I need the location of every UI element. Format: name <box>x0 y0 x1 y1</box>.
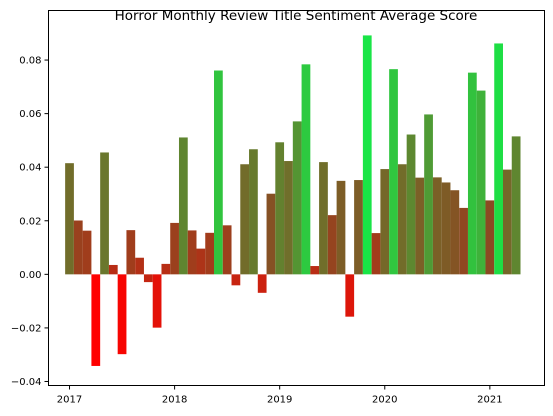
bar-2020-01 <box>380 169 390 275</box>
y-tick-label: −0.02 <box>11 323 42 334</box>
bar-2018-10 <box>249 149 258 275</box>
bar-2018-05 <box>205 232 214 275</box>
bar-2020-04 <box>406 134 416 275</box>
bar-2019-05 <box>310 266 320 275</box>
bar-2020-08 <box>441 182 451 275</box>
bar-2017-10 <box>143 274 153 283</box>
y-tick-label: 0.02 <box>19 216 41 227</box>
bars-group <box>65 35 521 366</box>
y-tick-label: 0.08 <box>19 56 41 67</box>
bar-2017-12 <box>161 263 171 275</box>
bar-2019-06 <box>319 162 328 275</box>
bar-2017-04 <box>91 274 101 366</box>
bar-2017-06 <box>108 264 118 275</box>
bar-2019-10 <box>354 180 363 275</box>
y-axis: −0.04 −0.02 0.00 0.02 0.04 0.06 0.08 <box>11 56 49 388</box>
bar-2020-07 <box>432 177 442 275</box>
x-tick-label: 2018 <box>162 395 187 406</box>
bar-2020-02 <box>389 69 398 275</box>
x-tick-label: 2020 <box>372 395 397 406</box>
bar-2019-04 <box>301 64 311 275</box>
bar-2018-08 <box>231 274 241 286</box>
bar-2019-02 <box>284 161 293 275</box>
bar-2021-04 <box>511 136 521 275</box>
bar-2018-03 <box>187 230 197 275</box>
bar-2019-09 <box>345 274 355 317</box>
bar-2017-07 <box>117 274 127 355</box>
bar-2021-01 <box>485 200 495 275</box>
bar-2017-09 <box>135 257 144 275</box>
bar-2018-11 <box>257 274 267 293</box>
bar-2019-03 <box>292 121 302 275</box>
bar-2019-01 <box>275 142 285 275</box>
bar-2017-03 <box>82 230 92 275</box>
bar-2020-09 <box>450 190 460 275</box>
y-tick-label: 0.06 <box>19 109 41 120</box>
bar-2020-12 <box>476 90 486 275</box>
x-axis: 2017 2018 2019 2020 2021 <box>57 385 503 406</box>
bar-2020-06 <box>424 114 433 275</box>
bar-2017-05 <box>100 152 109 275</box>
bar-2019-11 <box>362 35 372 275</box>
bar-2018-06 <box>214 70 223 275</box>
bar-2019-08 <box>336 180 346 275</box>
bar-2021-03 <box>502 169 512 275</box>
bar-2020-11 <box>467 72 477 275</box>
bar-2020-05 <box>415 177 425 275</box>
bar-2020-03 <box>397 164 407 275</box>
bar-2021-02 <box>494 43 503 275</box>
bar-2018-07 <box>222 225 232 275</box>
x-tick-label: 2019 <box>267 395 292 406</box>
chart-title: Horror Monthly Review Title Sentiment Av… <box>115 8 478 24</box>
bar-2018-02 <box>178 137 188 275</box>
bar-2018-09 <box>240 164 250 275</box>
plot-frame <box>48 10 545 386</box>
bar-2018-12 <box>266 193 276 275</box>
bar-2018-04 <box>196 248 206 275</box>
bar-2019-12 <box>371 233 381 275</box>
x-tick-label: 2021 <box>477 395 502 406</box>
y-tick-label: 0.00 <box>19 270 41 281</box>
bar-2020-10 <box>459 207 468 275</box>
bar-2017-08 <box>126 230 136 275</box>
x-tick-label: 2017 <box>57 395 82 406</box>
bar-2019-07 <box>327 215 337 275</box>
bar-2017-01 <box>65 163 74 275</box>
y-tick-label: 0.04 <box>19 163 41 174</box>
bar-2018-01 <box>170 222 179 275</box>
bar-2017-02 <box>73 220 83 275</box>
y-tick-label: −0.04 <box>11 377 42 388</box>
bar-2017-11 <box>152 274 162 328</box>
